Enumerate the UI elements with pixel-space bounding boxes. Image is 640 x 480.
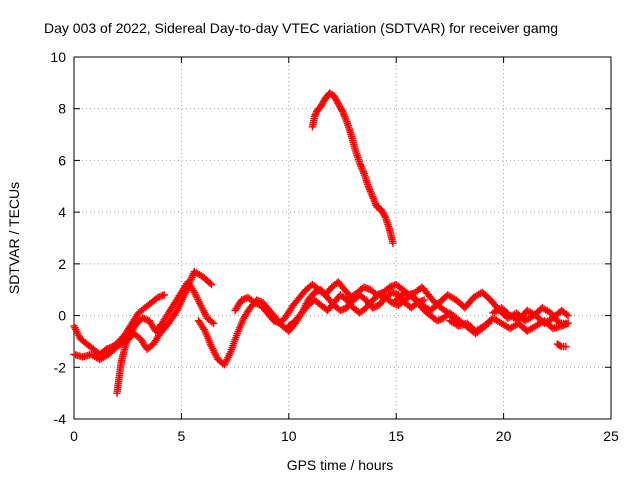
- series-track-8: [446, 314, 572, 335]
- x-tick-label: 5: [178, 428, 186, 444]
- data-point: [389, 239, 397, 247]
- series-track-11: [553, 340, 570, 351]
- x-tick-label: 20: [496, 428, 512, 444]
- x-tick-label: 10: [281, 428, 297, 444]
- data-point: [564, 319, 572, 328]
- data-point: [160, 291, 168, 299]
- series-track-3: [113, 278, 218, 397]
- y-tick-label: 0: [58, 308, 66, 324]
- data-layer: [70, 89, 572, 397]
- data-point: [562, 342, 570, 351]
- y-tick-label: -2: [54, 359, 67, 375]
- y-tick-label: 2: [58, 256, 66, 272]
- y-tick-label: 10: [50, 49, 66, 65]
- series-track-10: [308, 89, 397, 247]
- series-track-4: [194, 286, 428, 369]
- data-point: [420, 296, 428, 304]
- y-tick-label: 6: [58, 152, 66, 168]
- y-tick-label: 4: [58, 204, 66, 220]
- data-point: [207, 280, 216, 289]
- x-axis-title: GPS time / hours: [287, 457, 394, 473]
- data-point: [209, 319, 218, 328]
- x-tick-label: 0: [70, 428, 78, 444]
- x-tick-label: 15: [388, 428, 404, 444]
- y-tick-label: 8: [58, 101, 66, 117]
- series-track-1: [70, 291, 168, 359]
- y-tick-label: -4: [54, 411, 67, 427]
- x-tick-label: 25: [603, 428, 619, 444]
- axis-ticks: 0 5 10 15 20 25 -4 -2 0 2 4 6 8 10: [50, 49, 619, 444]
- series-track-6: [285, 291, 493, 338]
- chart-title: Day 003 of 2022, Sidereal Day-to-day VTE…: [44, 20, 558, 36]
- series-track-9: [489, 304, 572, 328]
- data-point: [564, 311, 572, 320]
- plot-frame: [73, 56, 612, 420]
- y-axis-title: SDTVAR / TECUs: [6, 182, 22, 294]
